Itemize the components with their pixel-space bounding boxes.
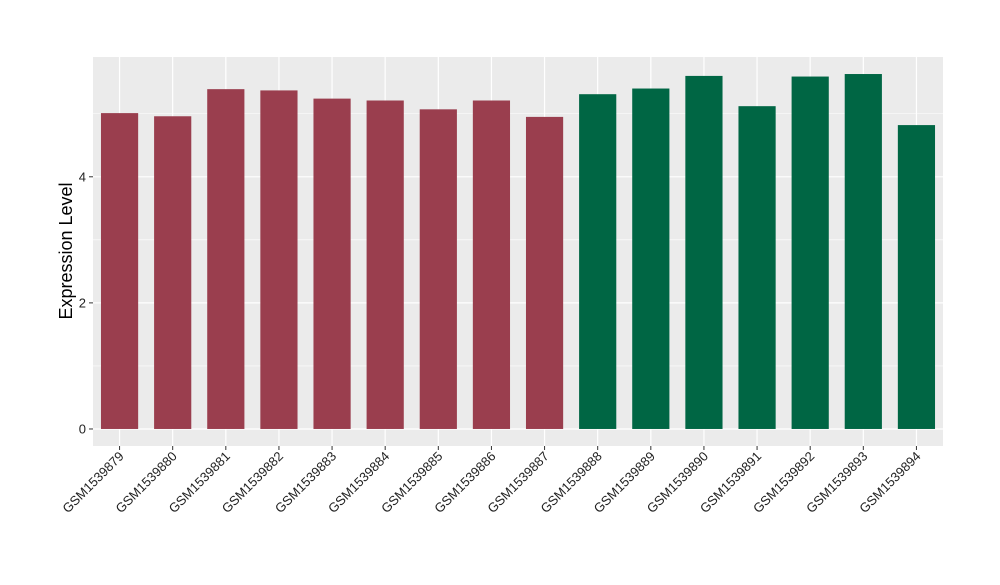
bar-GSM1539892 (791, 76, 829, 429)
y-tick-label: 0 (79, 421, 86, 436)
x-axis: GSM1539879GSM1539880GSM1539881GSM1539882… (59, 446, 924, 516)
y-axis: 0 2 4 (79, 169, 93, 436)
bar-GSM1539884 (366, 100, 404, 429)
bar-GSM1539888 (579, 94, 617, 429)
bar-GSM1539890 (685, 75, 723, 429)
bar-GSM1539887 (525, 116, 564, 429)
bar-GSM1539894 (897, 125, 936, 429)
bar-GSM1539889 (632, 88, 670, 429)
bar-GSM1539882 (260, 90, 298, 429)
bar-GSM1539886 (472, 100, 511, 429)
y-tick-label: 2 (79, 295, 86, 310)
y-tick-label: 4 (79, 169, 86, 184)
bar-GSM1539879 (100, 113, 139, 429)
bar-GSM1539881 (207, 89, 245, 429)
y-axis-title: Expression Level (56, 182, 76, 319)
bar-GSM1539883 (313, 98, 351, 429)
bar-GSM1539891 (738, 106, 776, 429)
bar-GSM1539885 (419, 109, 457, 429)
bars (100, 74, 936, 429)
bar-GSM1539893 (844, 74, 882, 429)
bar-GSM1539880 (154, 116, 192, 429)
